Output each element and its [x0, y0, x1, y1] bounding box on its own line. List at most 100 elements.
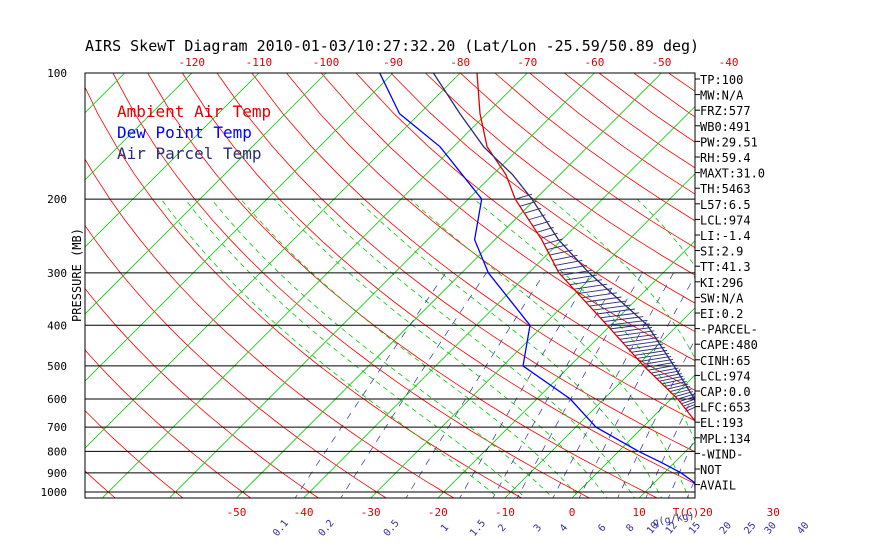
index-label: SW:N/A — [700, 291, 744, 305]
mixing-ratio-tick-label: 1.5 — [468, 518, 488, 539]
cape-hatch-line — [653, 370, 681, 377]
moist-adiabat — [160, 198, 500, 498]
pressure-tick-label: 300 — [47, 267, 67, 280]
index-label: EI:0.2 — [700, 307, 743, 321]
index-label: TP:100 — [700, 73, 743, 87]
mixing-ratio-line — [819, 273, 870, 501]
pressure-tick-label: 900 — [47, 467, 67, 480]
legend-label: Dew Point Temp — [117, 123, 252, 142]
index-label: EL:193 — [700, 416, 743, 430]
bottom-temp-tick-label: -40 — [294, 506, 314, 519]
top-temp-tick-label: -80 — [450, 56, 470, 69]
cape-hatch-line — [662, 378, 686, 385]
mixing-ratio-line — [617, 338, 695, 498]
mixing-ratio-tick-label: 15 — [687, 520, 703, 536]
dry-adiabat — [425, 73, 695, 276]
dry-adiabat — [85, 287, 320, 498]
mixing-ratio-line — [459, 272, 592, 498]
mixing-ratio-tick-label: 6 — [596, 523, 608, 535]
mixing-ratio-line — [552, 272, 674, 498]
cape-hatch-line — [634, 349, 668, 356]
index-label: RH:59.4 — [700, 151, 751, 165]
cape-hatch-line — [685, 403, 695, 409]
isotherm-line — [101, 73, 528, 498]
mixing-ratio-tick-label: 30 — [763, 520, 779, 536]
cape-hatch-line — [664, 381, 687, 387]
dry-adiabat — [85, 158, 455, 498]
profile-line-ambient-air-temp — [476, 73, 695, 422]
legend-label: Air Parcel Temp — [117, 144, 262, 163]
top-temp-tick-label: -50 — [652, 56, 672, 69]
isotherm-line — [504, 307, 695, 498]
mixing-ratio-tick-label: 0.5 — [382, 518, 402, 539]
index-label: LI:-1.4 — [700, 229, 751, 243]
dry-adiabat — [85, 349, 252, 498]
bottom-temp-tick-label: -20 — [428, 506, 448, 519]
index-label: KI:296 — [700, 276, 743, 290]
cape-hatch-line — [659, 375, 684, 382]
dry-adiabat — [286, 73, 695, 391]
cape-hatch-line — [600, 312, 640, 319]
isotherm-line — [838, 73, 870, 501]
cape-hatch-line — [636, 352, 670, 359]
cape-hatch-line — [622, 337, 659, 344]
dry-adiabat — [320, 73, 695, 362]
cape-hatch-line — [577, 288, 613, 294]
cape-hatch-line — [603, 316, 644, 323]
pressure-tick-label: 200 — [47, 193, 67, 206]
pressure-tick-label: 600 — [47, 393, 67, 406]
bottom-temp-tick-label: -10 — [495, 506, 515, 519]
cape-hatch-line — [616, 330, 655, 337]
dry-adiabat — [355, 73, 695, 333]
cape-hatch-line — [667, 383, 689, 390]
mixing-ratio-line — [578, 274, 695, 498]
top-temp-tick-label: -70 — [517, 56, 537, 69]
dry-adiabat — [808, 73, 870, 501]
index-label: MW:N/A — [700, 89, 744, 103]
isotherm-line — [370, 173, 695, 498]
dry-adiabat — [85, 224, 387, 498]
isotherm-line — [303, 106, 695, 498]
index-label: LCL:974 — [700, 213, 751, 227]
bottom-temp-tick-label: -30 — [361, 506, 381, 519]
mixing-ratio-tick-label: 2 — [496, 523, 508, 535]
mixing-ratio-tick-label: 0.1 — [271, 518, 291, 539]
index-label: -WIND- — [700, 447, 743, 461]
top-temp-tick-label: -110 — [246, 56, 273, 69]
cape-hatch — [515, 193, 695, 412]
cape-hatch-line — [610, 323, 650, 330]
cape-hatch-line — [631, 346, 666, 353]
index-label: PW:29.51 — [700, 135, 758, 149]
cape-hatch-line — [619, 333, 657, 340]
index-label: CAP:0.0 — [700, 385, 751, 399]
mixing-ratio-tick-label: 3 — [532, 523, 544, 535]
dry-adiabat — [390, 73, 695, 304]
isotherm-line — [85, 73, 260, 248]
moist-adiabat — [356, 198, 663, 498]
top-temp-tick-label: -100 — [313, 56, 340, 69]
mixing-ratio-tick-label: 0.2 — [317, 518, 337, 539]
cape-hatch-line — [642, 358, 674, 365]
isotherm-line — [85, 73, 125, 114]
isotherm-line — [85, 73, 461, 449]
cape-hatch-line — [650, 367, 679, 374]
isotherm-line — [571, 374, 695, 498]
isotherm-line — [85, 73, 327, 315]
index-label: AVAIL — [700, 479, 736, 493]
bottom-temp-tick-label: 10 — [632, 506, 645, 519]
moist-adiabat — [795, 199, 824, 501]
moist-adiabat — [273, 198, 608, 498]
profile-line-air-parcel-temp — [432, 73, 695, 404]
mixing-ratio-tick-label: 20 — [718, 520, 734, 536]
cape-hatch-line — [628, 343, 664, 350]
dry-adiabat — [216, 73, 695, 453]
chart-title: AIRS SkewT Diagram 2010-01-03/10:27:32.2… — [85, 37, 699, 55]
legend: Ambient Air Temp Dew Point Temp Air Parcel… — [117, 102, 271, 163]
pressure-tick-label: 1000 — [41, 486, 68, 499]
dry-adiabat — [251, 73, 695, 422]
isotherm-line — [235, 73, 662, 498]
cape-hatch-line — [585, 296, 622, 303]
isotherm-line — [168, 73, 595, 498]
